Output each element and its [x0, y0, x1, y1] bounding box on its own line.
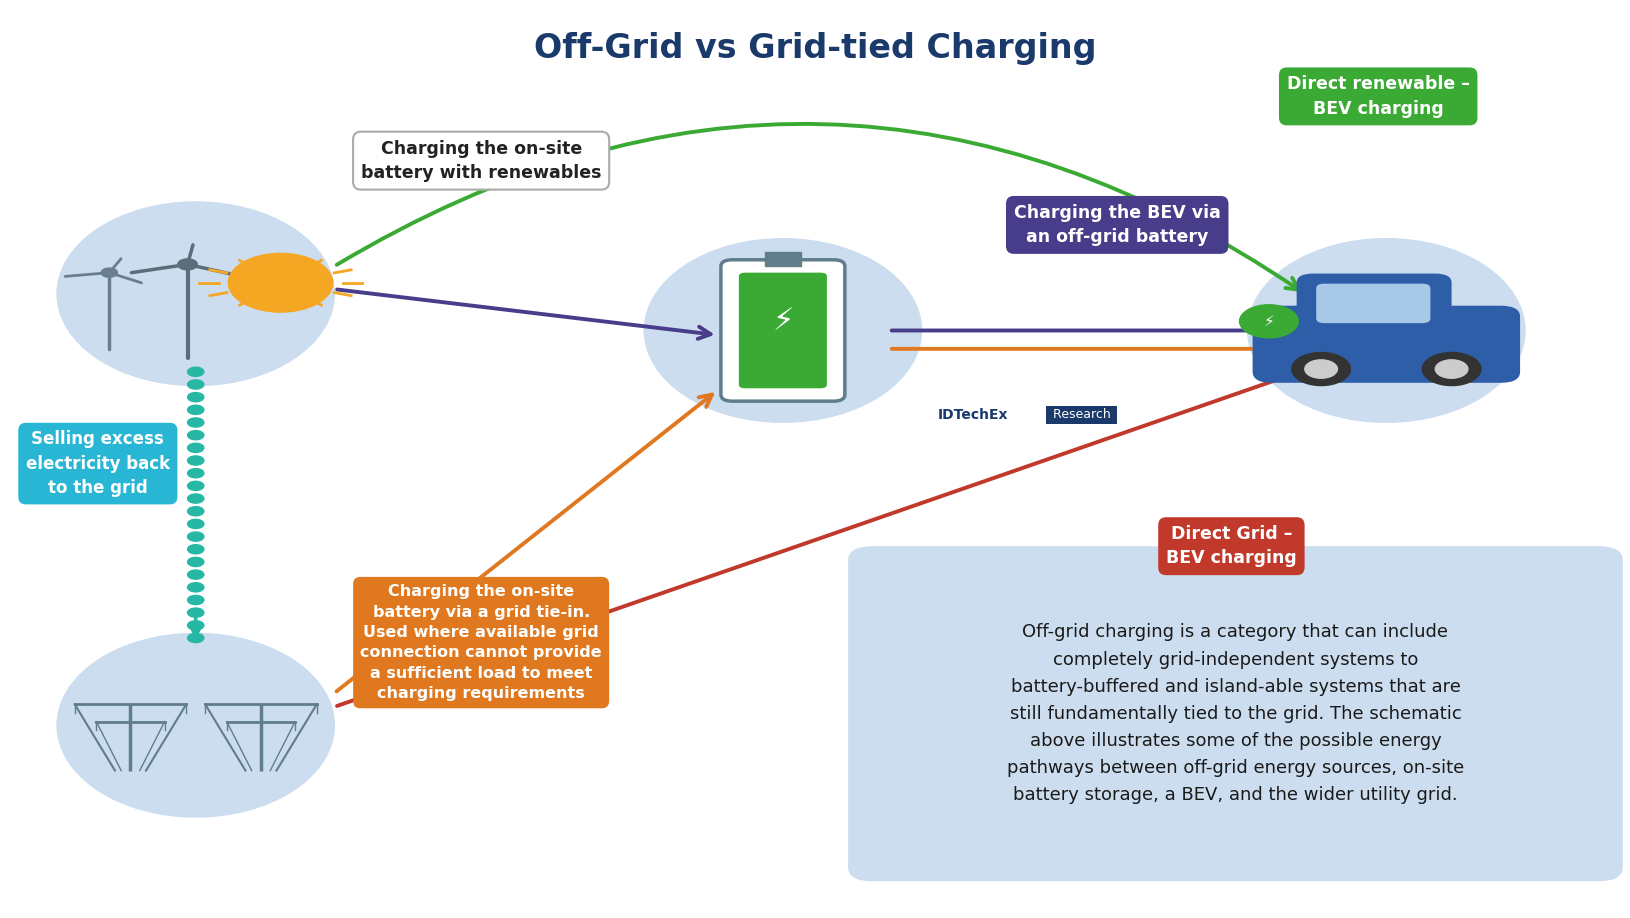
Circle shape	[228, 253, 333, 312]
Circle shape	[187, 520, 204, 529]
Text: Off-grid charging is a category that can include
completely grid-independent sys: Off-grid charging is a category that can…	[1006, 623, 1464, 804]
Circle shape	[1304, 360, 1337, 378]
Circle shape	[187, 532, 204, 542]
Circle shape	[187, 393, 204, 402]
Circle shape	[187, 608, 204, 617]
Text: Charging the on-site
battery via a grid tie-in.
Used where available grid
connec: Charging the on-site battery via a grid …	[360, 584, 601, 701]
Circle shape	[1239, 305, 1297, 338]
Circle shape	[187, 621, 204, 630]
Circle shape	[187, 544, 204, 554]
Circle shape	[187, 507, 204, 516]
FancyBboxPatch shape	[764, 252, 800, 266]
FancyBboxPatch shape	[738, 273, 826, 388]
Circle shape	[101, 268, 117, 277]
Text: Charging the on-site
battery with renewables: Charging the on-site battery with renewa…	[360, 140, 601, 182]
Text: Direct Grid –
BEV charging: Direct Grid – BEV charging	[1165, 525, 1296, 567]
Circle shape	[187, 431, 204, 440]
FancyBboxPatch shape	[1252, 306, 1519, 383]
Circle shape	[1434, 360, 1467, 378]
Text: Selling excess
electricity back
to the grid: Selling excess electricity back to the g…	[26, 431, 170, 497]
Ellipse shape	[57, 633, 334, 817]
Circle shape	[187, 494, 204, 503]
Text: ⚡: ⚡	[771, 307, 794, 336]
Text: Off-Grid vs Grid-tied Charging: Off-Grid vs Grid-tied Charging	[535, 32, 1095, 65]
Text: IDTechEx: IDTechEx	[937, 408, 1007, 422]
Circle shape	[187, 418, 204, 427]
Circle shape	[187, 380, 204, 389]
FancyBboxPatch shape	[1296, 274, 1451, 330]
Ellipse shape	[1247, 239, 1524, 422]
Circle shape	[187, 443, 204, 453]
Circle shape	[187, 633, 204, 643]
Circle shape	[187, 583, 204, 592]
Circle shape	[178, 259, 197, 270]
Text: Charging the BEV via
an off-grid battery: Charging the BEV via an off-grid battery	[1014, 204, 1219, 246]
Ellipse shape	[644, 239, 921, 422]
Text: Research: Research	[1048, 409, 1113, 421]
Circle shape	[1421, 353, 1480, 386]
FancyBboxPatch shape	[848, 546, 1622, 881]
Circle shape	[187, 596, 204, 605]
Circle shape	[187, 367, 204, 376]
Circle shape	[187, 405, 204, 414]
FancyBboxPatch shape	[720, 260, 844, 401]
FancyBboxPatch shape	[1315, 284, 1430, 323]
Circle shape	[1291, 353, 1350, 386]
Circle shape	[187, 468, 204, 477]
Circle shape	[187, 557, 204, 566]
Circle shape	[187, 481, 204, 490]
Text: ⚡: ⚡	[1263, 314, 1273, 329]
Ellipse shape	[57, 202, 334, 386]
Text: Direct renewable –
BEV charging: Direct renewable – BEV charging	[1286, 75, 1469, 118]
Circle shape	[187, 570, 204, 579]
Circle shape	[187, 456, 204, 465]
